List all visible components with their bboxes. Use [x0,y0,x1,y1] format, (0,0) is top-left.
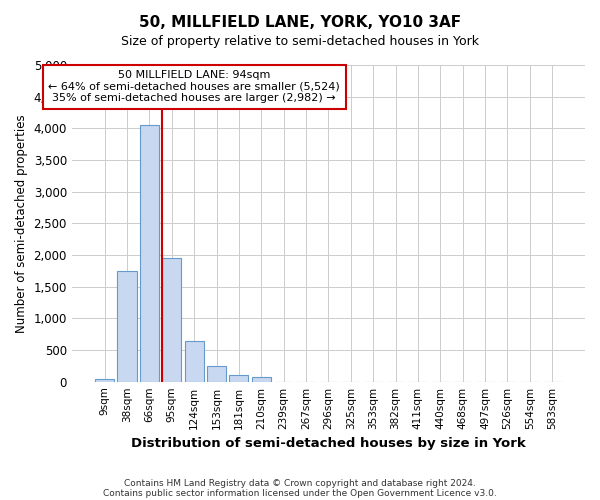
Bar [207,366,226,382]
Bar [162,258,181,382]
Text: Contains public sector information licensed under the Open Government Licence v3: Contains public sector information licen… [103,488,497,498]
Text: 50, MILLFIELD LANE, YORK, YO10 3AF: 50, MILLFIELD LANE, YORK, YO10 3AF [139,15,461,30]
Bar [229,376,248,382]
Bar [185,340,203,382]
Bar [95,378,114,382]
Text: Contains HM Land Registry data © Crown copyright and database right 2024.: Contains HM Land Registry data © Crown c… [124,478,476,488]
Y-axis label: Number of semi-detached properties: Number of semi-detached properties [15,114,28,332]
Bar [252,377,271,382]
Text: Size of property relative to semi-detached houses in York: Size of property relative to semi-detach… [121,35,479,48]
X-axis label: Distribution of semi-detached houses by size in York: Distribution of semi-detached houses by … [131,437,526,450]
Text: 50 MILLFIELD LANE: 94sqm
← 64% of semi-detached houses are smaller (5,524)
35% o: 50 MILLFIELD LANE: 94sqm ← 64% of semi-d… [48,70,340,103]
Bar [140,125,159,382]
Bar [118,271,137,382]
